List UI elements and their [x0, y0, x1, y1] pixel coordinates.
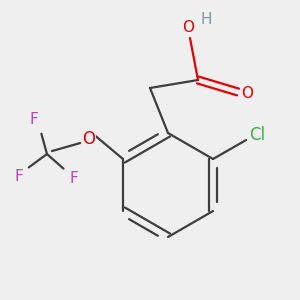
Text: O: O [241, 86, 253, 101]
Text: F: F [14, 169, 23, 184]
Text: F: F [69, 171, 78, 186]
Text: F: F [29, 112, 38, 127]
Text: O: O [82, 130, 95, 148]
Text: O: O [182, 20, 194, 35]
Text: H: H [200, 13, 212, 28]
Text: Cl: Cl [249, 126, 265, 144]
